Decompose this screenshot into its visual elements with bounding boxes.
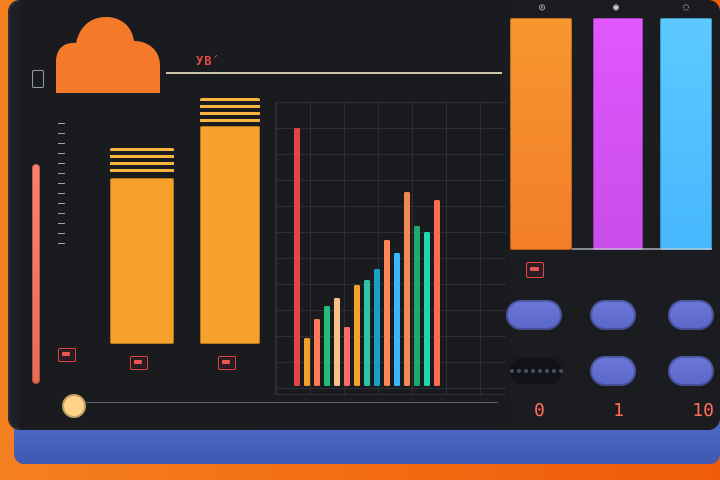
left-scale-tick — [58, 148, 70, 158]
plot-bar — [404, 192, 410, 386]
top-separator-line — [166, 72, 502, 74]
left-scale-tick — [58, 168, 70, 178]
plot-bar — [324, 306, 330, 386]
left-scale — [58, 118, 70, 250]
plot-bar — [434, 200, 440, 386]
dot — [558, 369, 563, 373]
bar-plot-svg — [294, 128, 440, 386]
number-readout: 0 1 10 — [534, 396, 714, 424]
number-10: 10 — [692, 399, 714, 421]
plot-bar — [424, 232, 430, 386]
left-scale-tick — [58, 218, 70, 228]
control-pill[interactable] — [668, 356, 714, 386]
control-pill[interactable] — [668, 300, 714, 330]
left-scale-tick — [58, 128, 70, 138]
plot-bar — [414, 226, 420, 386]
left-scale-tick — [58, 228, 70, 238]
plot-bar — [384, 240, 390, 386]
plot-bar — [374, 269, 380, 386]
big-bar-1 — [110, 148, 174, 344]
big-bar-2 — [200, 98, 260, 344]
bar-plot — [275, 102, 506, 395]
plot-bar — [294, 128, 300, 386]
right-panel: ◎ ◉ ◌ 0 1 10 — [506, 0, 720, 430]
dot — [516, 369, 521, 373]
plot-bar — [364, 280, 370, 386]
right-label-icon — [526, 262, 544, 278]
number-1: 1 — [613, 399, 624, 421]
plot-bar — [334, 298, 340, 386]
dot — [544, 369, 549, 373]
main-panel: УВ́ ◎ ◉ ◌ — [8, 0, 720, 430]
bar-stripes — [200, 98, 260, 122]
left-scale-tick — [58, 188, 70, 198]
plot-bar — [394, 253, 400, 386]
top-badge-icon: ◉ — [612, 2, 620, 13]
control-pill[interactable] — [590, 356, 636, 386]
left-chart-area: УВ́ — [20, 0, 511, 430]
number-0: 0 — [534, 399, 545, 421]
cloud-icon — [46, 7, 168, 93]
top-badge-icon: ◎ — [538, 2, 546, 13]
left-scale-tick — [58, 158, 70, 168]
left-scale-tick — [58, 208, 70, 218]
label-icon — [130, 356, 148, 370]
left-vertical-slider[interactable] — [32, 164, 40, 384]
bottom-axis-line — [86, 402, 498, 403]
brand-text: УВ́ — [196, 54, 213, 68]
bar-stripes — [110, 148, 174, 174]
right-axis-line — [572, 248, 712, 250]
right-bar-orange — [510, 18, 572, 250]
dot — [551, 369, 556, 373]
right-bar-cyan — [660, 18, 712, 250]
left-scale-tick — [58, 238, 70, 248]
plot-bar — [314, 319, 320, 386]
bottom-axis — [86, 396, 498, 410]
left-scale-tick — [58, 178, 70, 188]
top-badge-icon: ◌ — [682, 2, 690, 13]
timeline-knob[interactable] — [62, 394, 86, 418]
control-pill[interactable] — [506, 300, 562, 330]
left-scale-tick — [58, 138, 70, 148]
left-scale-tick — [58, 198, 70, 208]
dot — [509, 369, 514, 373]
dot — [530, 369, 535, 373]
dots-control[interactable] — [508, 356, 564, 386]
label-icon — [218, 356, 236, 370]
left-scale-tick — [58, 118, 70, 128]
plot-bar — [344, 327, 350, 386]
plot-bar — [304, 338, 310, 386]
dot — [537, 369, 542, 373]
plot-bar — [354, 285, 360, 386]
right-bar-magenta — [593, 18, 643, 250]
label-icon — [58, 348, 76, 362]
window-icon — [32, 70, 44, 88]
dot — [523, 369, 528, 373]
control-pill[interactable] — [590, 300, 636, 330]
